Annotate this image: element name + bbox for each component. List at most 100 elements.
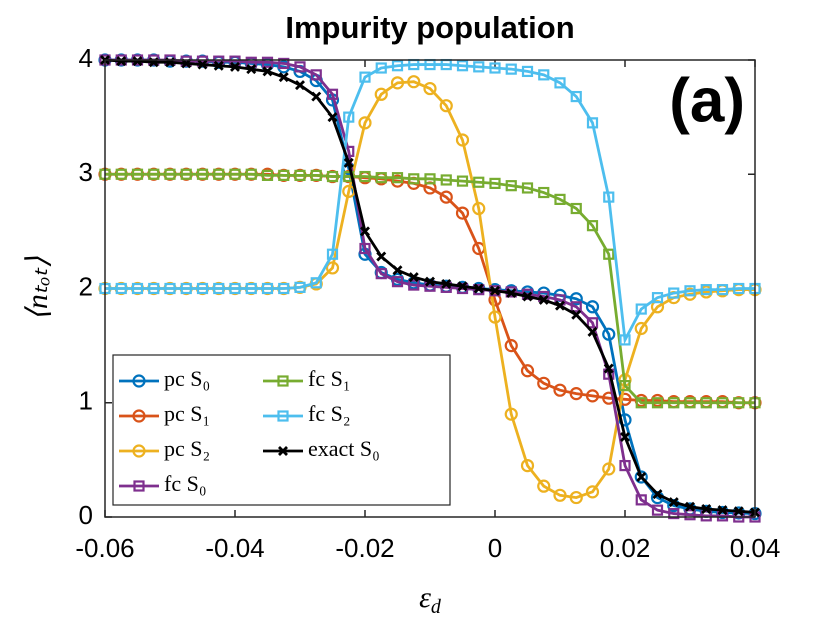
legend-label: exact S₀ bbox=[308, 436, 380, 461]
marker bbox=[229, 282, 241, 295]
marker bbox=[602, 327, 616, 341]
marker bbox=[326, 88, 339, 100]
marker bbox=[716, 284, 729, 296]
marker bbox=[375, 172, 387, 184]
marker bbox=[439, 99, 453, 113]
legend-label: fc S₂ bbox=[308, 401, 351, 426]
marker bbox=[554, 193, 566, 205]
marker bbox=[391, 60, 404, 72]
marker bbox=[717, 505, 728, 516]
marker bbox=[278, 169, 290, 181]
x-tick-label: -0.06 bbox=[75, 533, 134, 563]
marker bbox=[132, 374, 146, 388]
marker bbox=[441, 278, 452, 289]
marker bbox=[585, 300, 600, 314]
marker bbox=[294, 281, 306, 293]
marker bbox=[456, 60, 469, 72]
marker bbox=[586, 220, 599, 232]
marker bbox=[390, 76, 405, 90]
marker bbox=[213, 282, 225, 295]
marker bbox=[408, 272, 419, 283]
marker bbox=[391, 172, 404, 184]
marker bbox=[668, 397, 680, 409]
marker bbox=[651, 397, 664, 409]
marker bbox=[522, 291, 533, 302]
marker bbox=[668, 497, 679, 508]
marker bbox=[505, 63, 517, 75]
panel-label: (a) bbox=[669, 66, 745, 135]
marker bbox=[230, 61, 240, 72]
marker bbox=[538, 294, 549, 305]
y-tick-label: 2 bbox=[79, 271, 93, 301]
marker bbox=[343, 157, 354, 168]
marker bbox=[538, 69, 550, 81]
marker bbox=[180, 282, 192, 295]
marker bbox=[569, 387, 583, 401]
marker bbox=[569, 490, 583, 505]
marker bbox=[586, 117, 599, 129]
marker bbox=[359, 242, 371, 255]
marker bbox=[245, 282, 257, 295]
x-tick-label: -0.04 bbox=[205, 533, 264, 563]
marker bbox=[133, 480, 145, 492]
marker bbox=[473, 283, 484, 294]
marker bbox=[634, 470, 648, 484]
marker bbox=[261, 169, 274, 181]
marker bbox=[668, 507, 680, 520]
marker bbox=[358, 116, 372, 130]
marker bbox=[375, 62, 387, 74]
marker bbox=[635, 303, 647, 315]
marker bbox=[197, 59, 208, 70]
marker bbox=[148, 168, 160, 180]
marker bbox=[131, 168, 144, 180]
marker bbox=[455, 133, 470, 147]
marker bbox=[392, 265, 403, 276]
marker bbox=[634, 321, 648, 336]
marker bbox=[603, 248, 615, 260]
marker bbox=[619, 380, 631, 392]
marker bbox=[295, 80, 305, 91]
marker bbox=[181, 58, 192, 69]
marker bbox=[423, 81, 437, 96]
marker bbox=[635, 397, 647, 409]
marker bbox=[667, 498, 681, 513]
marker bbox=[472, 201, 486, 216]
marker bbox=[489, 177, 501, 189]
marker bbox=[733, 506, 744, 517]
y-tick-label: 0 bbox=[79, 500, 93, 530]
marker bbox=[375, 268, 387, 280]
marker bbox=[294, 61, 306, 73]
legend: pc S₀ pc S₁ pc S₂ fc S₀ fc S₁ fc S₂ exact S₀ bbox=[112, 354, 451, 506]
marker bbox=[359, 71, 371, 83]
marker bbox=[603, 363, 614, 374]
marker bbox=[376, 251, 387, 262]
marker bbox=[570, 202, 582, 215]
marker bbox=[571, 309, 582, 320]
marker bbox=[391, 276, 404, 288]
marker bbox=[684, 509, 696, 521]
marker bbox=[343, 111, 355, 123]
marker bbox=[473, 61, 485, 73]
marker bbox=[602, 462, 616, 476]
x-tick-label: 0.02 bbox=[600, 533, 651, 563]
marker bbox=[570, 90, 582, 103]
marker bbox=[277, 410, 289, 422]
marker bbox=[618, 392, 632, 406]
marker bbox=[668, 287, 680, 299]
marker bbox=[262, 66, 273, 77]
marker bbox=[180, 55, 192, 67]
marker bbox=[553, 383, 567, 397]
marker bbox=[164, 168, 176, 180]
marker bbox=[537, 479, 551, 493]
marker bbox=[180, 168, 192, 180]
marker bbox=[245, 168, 257, 180]
marker bbox=[701, 504, 712, 514]
marker bbox=[700, 284, 712, 296]
marker bbox=[310, 277, 322, 289]
legend-label: pc S₂ bbox=[164, 436, 210, 461]
x-tick-label: -0.02 bbox=[335, 533, 394, 563]
marker bbox=[311, 91, 322, 102]
marker bbox=[716, 397, 729, 409]
marker bbox=[473, 176, 485, 188]
marker bbox=[585, 485, 600, 499]
